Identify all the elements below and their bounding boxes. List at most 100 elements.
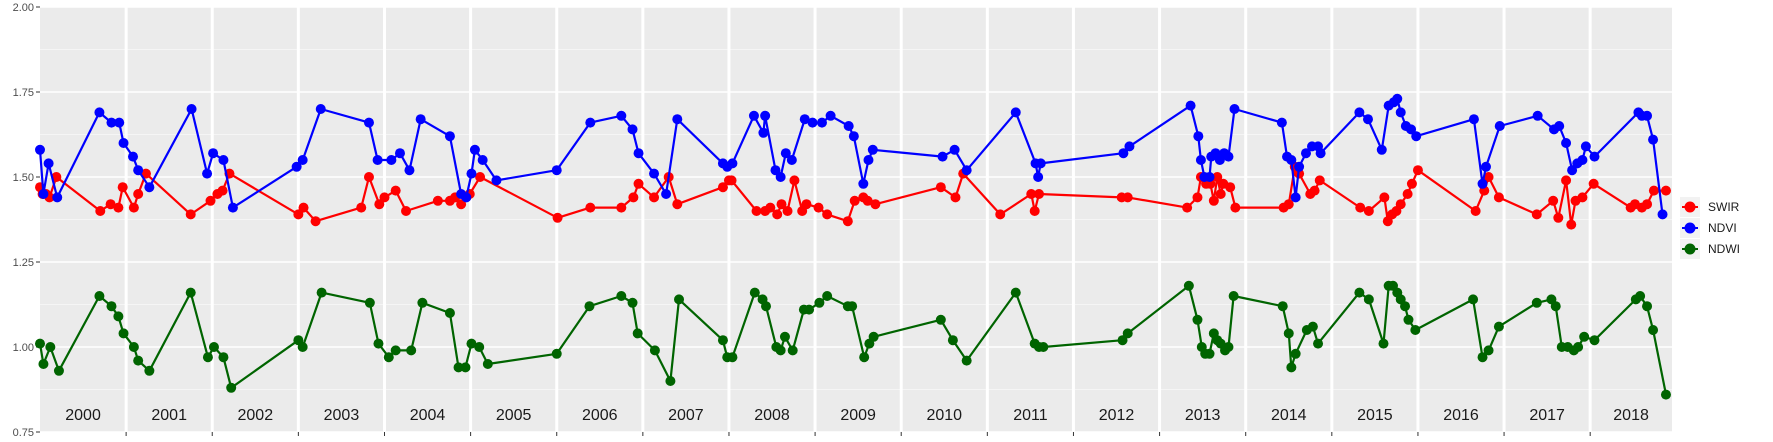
data-point-ndwi bbox=[859, 352, 870, 363]
data-point-ndvi bbox=[1124, 141, 1135, 152]
data-point-swir bbox=[113, 202, 124, 213]
y-tick-label: 2.00 bbox=[13, 2, 34, 14]
data-point-ndvi bbox=[627, 124, 638, 135]
data-point-ndvi bbox=[372, 155, 383, 165]
y-tick-label: 1.75 bbox=[13, 87, 34, 99]
data-point-ndwi bbox=[1579, 331, 1590, 342]
data-point-ndvi bbox=[477, 155, 488, 165]
data-point-swir bbox=[456, 199, 467, 210]
data-point-ndvi bbox=[867, 144, 878, 155]
data-point-swir bbox=[1588, 178, 1599, 189]
data-point-ndwi bbox=[364, 297, 375, 308]
data-point-ndvi bbox=[1580, 141, 1591, 152]
data-point-swir bbox=[217, 185, 228, 196]
data-point-ndvi bbox=[128, 151, 139, 162]
data-point-swir bbox=[140, 168, 151, 179]
data-point-ndvi bbox=[186, 104, 197, 114]
data-point-swir bbox=[401, 206, 412, 216]
data-point-ndvi bbox=[1395, 107, 1406, 118]
data-point-ndwi bbox=[113, 311, 124, 322]
legend-item-ndvi: NDVI bbox=[1680, 218, 1737, 238]
data-point-ndwi bbox=[106, 301, 117, 312]
data-point-ndwi bbox=[118, 328, 129, 339]
data-point-ndvi bbox=[1118, 148, 1129, 159]
data-point-ndvi bbox=[616, 110, 627, 121]
data-point-ndwi bbox=[632, 328, 643, 339]
data-point-ndwi bbox=[1313, 338, 1324, 349]
data-point-ndvi bbox=[863, 155, 874, 165]
data-point-ndvi bbox=[1642, 110, 1653, 121]
year-label: 2000 bbox=[65, 407, 101, 424]
legend-key-marker bbox=[1684, 243, 1696, 255]
data-point-swir bbox=[782, 206, 793, 216]
data-point-ndvi bbox=[585, 117, 596, 128]
data-point-ndvi bbox=[1648, 134, 1659, 145]
data-point-ndvi bbox=[202, 168, 213, 179]
data-point-ndvi bbox=[1195, 155, 1206, 165]
data-point-ndvi bbox=[1494, 121, 1505, 131]
data-point-ndvi bbox=[1567, 165, 1578, 176]
data-point-ndvi bbox=[1033, 172, 1044, 182]
data-point-ndwi bbox=[133, 355, 144, 366]
data-point-ndvi bbox=[1532, 110, 1543, 121]
data-point-ndwi bbox=[460, 362, 471, 373]
series-layer bbox=[35, 93, 1671, 400]
data-point-ndvi bbox=[961, 165, 972, 176]
data-point-ndwi bbox=[1192, 314, 1203, 325]
data-point-ndvi bbox=[1315, 148, 1326, 159]
data-point-ndvi bbox=[227, 202, 238, 213]
data-point-ndwi bbox=[627, 297, 638, 308]
data-point-swir bbox=[1355, 202, 1366, 213]
data-point-ndvi bbox=[649, 168, 660, 179]
data-point-swir bbox=[1182, 202, 1193, 213]
data-point-ndwi bbox=[814, 297, 825, 308]
data-point-swir bbox=[822, 209, 833, 220]
data-point-swir bbox=[1034, 189, 1045, 199]
data-point-ndwi bbox=[1400, 301, 1411, 312]
data-point-ndwi bbox=[373, 338, 384, 349]
data-point-ndwi bbox=[35, 338, 45, 349]
data-point-ndwi bbox=[1660, 389, 1671, 400]
data-point-ndwi bbox=[466, 338, 477, 349]
data-point-ndwi bbox=[1403, 314, 1414, 325]
data-point-ndvi bbox=[816, 117, 827, 128]
year-label: 2011 bbox=[1013, 407, 1048, 424]
data-point-swir bbox=[950, 192, 961, 203]
data-point-ndwi bbox=[1493, 321, 1504, 332]
data-point-ndvi bbox=[1657, 209, 1668, 220]
data-point-swir bbox=[1026, 189, 1037, 199]
data-point-ndvi bbox=[775, 172, 786, 182]
data-point-ndvi bbox=[106, 117, 117, 128]
data-point-ndvi bbox=[394, 148, 405, 159]
year-label: 2014 bbox=[1271, 407, 1307, 424]
data-point-ndwi bbox=[128, 342, 139, 352]
x-axis: 2000 2001 2002 2003 2004 2005 2006 2007 2008 2009… bbox=[65, 407, 1649, 436]
data-point-ndwi bbox=[775, 345, 786, 356]
legend-item-ndwi: NDWI bbox=[1680, 239, 1740, 259]
data-point-swir bbox=[1553, 212, 1564, 223]
year-label: 2003 bbox=[324, 407, 360, 424]
data-point-ndwi bbox=[1363, 294, 1374, 305]
data-point-ndvi bbox=[291, 161, 302, 172]
data-point-swir bbox=[1531, 209, 1542, 220]
data-point-swir bbox=[128, 202, 139, 213]
data-point-ndwi bbox=[1531, 297, 1542, 308]
data-point-ndvi bbox=[727, 158, 738, 169]
data-point-ndwi bbox=[717, 335, 728, 346]
y-tick-label: 1.50 bbox=[13, 172, 34, 184]
data-point-ndwi bbox=[218, 352, 229, 363]
y-axis: 0.75 1.00 1.25 1.50 1.75 2.00 bbox=[13, 2, 40, 439]
data-point-ndvi bbox=[52, 192, 63, 203]
data-point-ndvi bbox=[1577, 155, 1588, 165]
data-point-ndvi bbox=[1276, 117, 1287, 128]
data-point-ndvi bbox=[758, 127, 769, 138]
data-point-ndwi bbox=[649, 345, 660, 356]
data-point-swir bbox=[379, 192, 390, 203]
data-point-ndvi bbox=[1477, 178, 1488, 189]
data-point-ndvi bbox=[114, 117, 125, 128]
data-point-swir bbox=[1122, 192, 1133, 203]
data-point-swir bbox=[1642, 199, 1653, 210]
data-point-swir bbox=[1395, 199, 1406, 210]
legend: SWIR NDVI NDWI bbox=[1680, 197, 1740, 259]
